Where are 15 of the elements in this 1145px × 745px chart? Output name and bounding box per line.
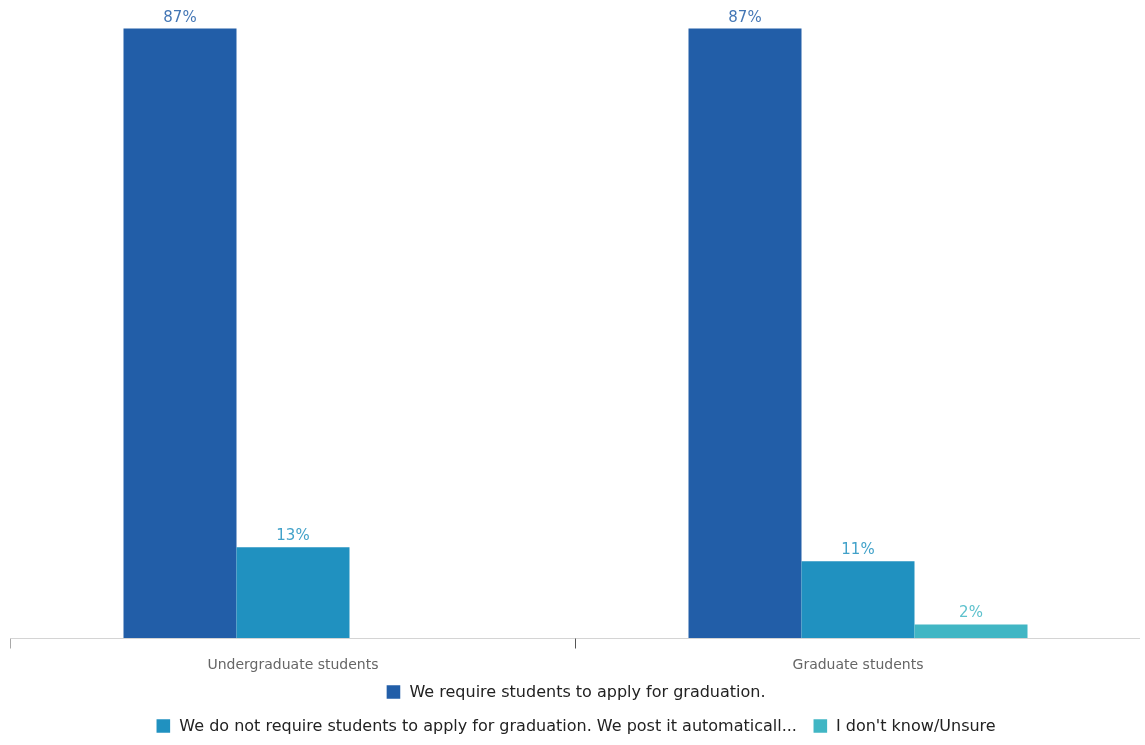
legend-label: We do not require students to apply for graduation. We post it automaticall... xyxy=(179,716,797,735)
bar xyxy=(914,624,1028,639)
bar xyxy=(123,28,237,639)
data-label: 87% xyxy=(163,7,197,26)
legend-label: I don't know/Unsure xyxy=(835,716,996,735)
legend-label: We require students to apply for graduation. xyxy=(409,682,766,701)
data-label: 11% xyxy=(841,540,875,559)
data-label: 2% xyxy=(959,603,983,622)
x-tick-label: Graduate students xyxy=(792,655,924,672)
bar xyxy=(688,28,802,639)
data-label: 13% xyxy=(276,526,310,545)
bar xyxy=(801,561,915,639)
x-tick-label: Undergraduate students xyxy=(207,655,379,672)
data-label: 87% xyxy=(728,7,762,26)
bar xyxy=(236,547,350,639)
